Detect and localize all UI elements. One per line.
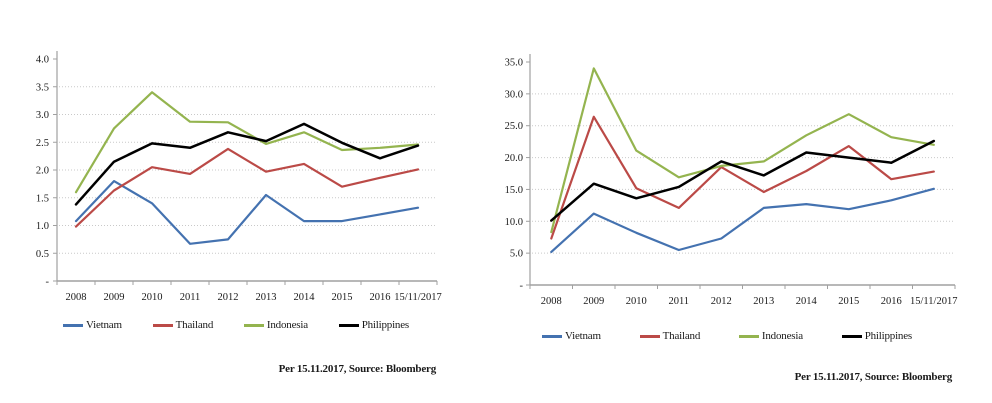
left-line-chart-figure: 4.0 3.5 3.0 2.5 2.0 1.5 1.0 0.5 - 2008 2009 2010 201… xyxy=(36,51,442,375)
x-axis-tick-label: 2016 xyxy=(370,292,391,303)
y-axis-tick-label: 1.0 xyxy=(36,221,49,232)
legend-label: Thailand xyxy=(662,330,701,342)
axes: 4.0 3.5 3.0 2.5 2.0 1.5 1.0 0.5 - 2008 2009 2010 201… xyxy=(36,51,442,303)
legend-item-thailand: Thailand xyxy=(639,330,701,342)
series-line-vietnam xyxy=(74,180,420,245)
y-axis-tick-label: 35.0 xyxy=(505,58,523,69)
y-axis-tick-label: 1.5 xyxy=(36,193,49,204)
y-axis-tick-label: 15.0 xyxy=(505,185,523,196)
y-axis-tick-label: 3.0 xyxy=(36,110,49,121)
left-chart-canvas: 4.0 3.5 3.0 2.5 2.0 1.5 1.0 0.5 - 2008 2009 2010 201… xyxy=(36,51,442,303)
x-axis-tick-label: 2010 xyxy=(142,292,163,303)
right-chart-canvas: 35.0 30.0 25.0 20.0 15.0 10.0 5.0 - 2008 2009 2010… xyxy=(505,54,957,307)
series-line-vietnam xyxy=(550,187,935,253)
series-line-thailand xyxy=(74,147,420,228)
legend-label: Philippines xyxy=(864,330,913,342)
legend-line-swatch xyxy=(639,334,660,338)
x-axis-tick-label: 2009 xyxy=(583,296,604,307)
series-line-indonesia xyxy=(550,67,935,234)
series-line-thailand xyxy=(550,115,935,240)
left-chart-source-note: Per 15.11.2017, Source: Bloomberg xyxy=(278,363,437,375)
legend-line-swatch xyxy=(243,323,264,327)
y-axis-tick-label: 0.5 xyxy=(36,249,49,260)
legend-item-philippines: Philippines xyxy=(841,330,913,342)
axes: 35.0 30.0 25.0 20.0 15.0 10.0 5.0 - 2008 2009 2010… xyxy=(505,54,957,307)
legend-item-thailand: Thailand xyxy=(152,319,214,331)
x-axis-tick-label: 15/11/2017 xyxy=(394,292,441,303)
legend-line-swatch xyxy=(152,323,173,327)
legend-label: Thailand xyxy=(175,319,214,331)
legend-line-swatch xyxy=(338,323,359,327)
left-chart-legend: Vietnam Thailand Indonesia Philippines xyxy=(63,319,409,331)
y-axis-tick-label: 10.0 xyxy=(505,217,523,228)
series-line-philippines xyxy=(74,122,420,206)
x-axis-tick-label: 2011 xyxy=(180,292,201,303)
gridlines xyxy=(59,86,437,254)
x-axis-tick-label: 2015 xyxy=(332,292,353,303)
x-axis-tick-label: 2010 xyxy=(626,296,647,307)
x-axis-tick-label: 2013 xyxy=(256,292,277,303)
y-axis-tick-label: 5.0 xyxy=(510,249,523,260)
y-axis-tick-label: 30.0 xyxy=(505,89,523,100)
right-chart-legend: Vietnam Thailand Indonesia Philippines xyxy=(542,330,912,342)
legend-line-swatch xyxy=(63,323,83,327)
series-line-philippines xyxy=(550,139,936,222)
legend-label: Indonesia xyxy=(266,319,308,331)
legend-label: Philippines xyxy=(361,319,410,331)
y-axis-tick-label: 4.0 xyxy=(36,55,49,66)
x-axis-tick-label: 2016 xyxy=(881,296,902,307)
y-axis-tick-label: - xyxy=(46,277,50,288)
x-axis-tick-label: 2014 xyxy=(796,296,818,307)
y-axis-tick-label: 2.0 xyxy=(36,166,49,177)
x-axis-tick-label: 2008 xyxy=(66,292,87,303)
x-axis-tick-label: 2009 xyxy=(104,292,125,303)
y-axis-tick-label: 2.5 xyxy=(36,138,49,149)
legend-line-swatch xyxy=(542,334,562,338)
x-axis-tick-label: 2011 xyxy=(668,296,689,307)
x-axis-tick-label: 2008 xyxy=(541,296,562,307)
x-axis-tick-label: 15/11/2017 xyxy=(910,296,957,307)
legend-label: Indonesia xyxy=(761,330,803,342)
legend-label: Vietnam xyxy=(86,319,122,331)
x-axis-tick-label: 2012 xyxy=(218,292,239,303)
legend-item-vietnam: Vietnam xyxy=(542,330,601,342)
right-line-chart-figure: 35.0 30.0 25.0 20.0 15.0 10.0 5.0 - 2008 2009 2010… xyxy=(496,0,992,403)
legend-item-indonesia: Indonesia xyxy=(738,330,803,342)
y-axis-tick-label: - xyxy=(520,281,524,292)
x-axis-tick-label: 2013 xyxy=(753,296,774,307)
legend-item-philippines: Philippines xyxy=(338,319,410,331)
x-axis-tick-label: 2014 xyxy=(294,292,316,303)
legend-line-swatch xyxy=(738,334,759,338)
legend-label: Vietnam xyxy=(565,330,601,342)
x-axis-tick-label: 2012 xyxy=(711,296,732,307)
y-axis-tick-label: 20.0 xyxy=(505,153,523,164)
right-chart-source-note: Per 15.11.2017, Source: Bloomberg xyxy=(794,371,953,383)
legend-item-vietnam: Vietnam xyxy=(63,319,122,331)
y-axis-tick-label: 25.0 xyxy=(505,121,523,132)
y-axis-tick-label: 3.5 xyxy=(36,82,49,93)
x-axis-tick-label: 2015 xyxy=(838,296,859,307)
legend-line-swatch xyxy=(841,334,862,338)
series-line-indonesia xyxy=(74,91,420,194)
legend-item-indonesia: Indonesia xyxy=(243,319,308,331)
